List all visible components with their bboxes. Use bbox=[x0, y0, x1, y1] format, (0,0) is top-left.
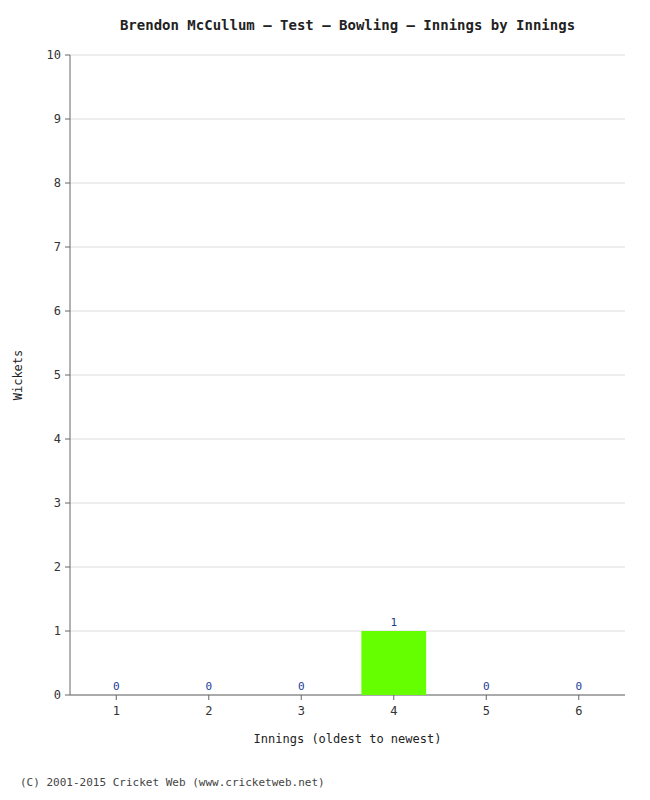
y-tick-label: 4 bbox=[54, 432, 61, 446]
x-axis-label: Innings (oldest to newest) bbox=[254, 732, 442, 746]
grid-line bbox=[70, 503, 625, 504]
x-tick bbox=[208, 695, 209, 700]
bar bbox=[84, 695, 149, 696]
y-tick-label: 9 bbox=[54, 112, 61, 126]
bar bbox=[361, 631, 426, 695]
y-tick bbox=[65, 567, 70, 568]
chart: 012345678910123456000100Brendon McCullum… bbox=[0, 0, 650, 800]
y-tick bbox=[65, 503, 70, 504]
footer: (C) 2001-2015 Cricket Web (www.cricketwe… bbox=[20, 776, 325, 789]
x-tick bbox=[393, 695, 394, 700]
y-tick-label: 3 bbox=[54, 496, 61, 510]
x-tick-label: 6 bbox=[575, 704, 582, 718]
x-tick-label: 2 bbox=[205, 704, 212, 718]
axes: 012345678910123456 bbox=[47, 48, 625, 719]
y-axis-label: Wickets bbox=[11, 350, 25, 401]
y-tick bbox=[65, 119, 70, 120]
grid-line bbox=[70, 183, 625, 184]
x-axis-line bbox=[70, 695, 625, 696]
grid-line bbox=[70, 695, 625, 696]
grid-line bbox=[70, 567, 625, 568]
y-tick-label: 2 bbox=[54, 560, 61, 574]
grid-line bbox=[70, 375, 625, 376]
bar bbox=[176, 695, 241, 696]
y-tick-label: 5 bbox=[54, 368, 61, 382]
y-tick-label: 8 bbox=[54, 176, 61, 190]
data-label: 0 bbox=[205, 680, 212, 693]
grid-line bbox=[70, 311, 625, 312]
chart-container: 012345678910123456000100Brendon McCullum… bbox=[0, 0, 650, 800]
data-labels: 0 0 0 1 0 0 bbox=[113, 616, 582, 693]
data-label: 0 bbox=[298, 680, 305, 693]
y-tick-label: 0 bbox=[54, 688, 61, 702]
y-tick bbox=[65, 439, 70, 440]
y-tick-label: 1 bbox=[54, 624, 61, 638]
x-tick bbox=[486, 695, 487, 700]
y-tick bbox=[65, 375, 70, 376]
data-label: 0 bbox=[483, 680, 490, 693]
y-tick bbox=[65, 311, 70, 312]
grid-line bbox=[70, 439, 625, 440]
x-tick bbox=[116, 695, 117, 700]
data-label: 0 bbox=[113, 680, 120, 693]
x-tick bbox=[301, 695, 302, 700]
y-tick bbox=[65, 695, 70, 696]
grid-line bbox=[70, 247, 625, 248]
y-tick-label: 6 bbox=[54, 304, 61, 318]
y-tick-label: 7 bbox=[54, 240, 61, 254]
y-tick-label: 10 bbox=[47, 48, 61, 62]
y-tick bbox=[65, 55, 70, 56]
y-axis-line bbox=[70, 55, 71, 695]
x-tick-label: 3 bbox=[298, 704, 305, 718]
y-tick bbox=[65, 631, 70, 632]
y-tick bbox=[65, 247, 70, 248]
grid-line bbox=[70, 55, 625, 56]
x-tick-label: 4 bbox=[390, 704, 397, 718]
bar bbox=[454, 695, 519, 696]
bars bbox=[361, 631, 426, 695]
title: Brendon McCullum – Test – Bowling – Inni… bbox=[120, 17, 575, 33]
data-label: 1 bbox=[390, 616, 397, 629]
x-tick-label: 1 bbox=[113, 704, 120, 718]
x-tick-label: 5 bbox=[483, 704, 490, 718]
bar bbox=[546, 695, 611, 696]
y-tick bbox=[65, 183, 70, 184]
x-tick bbox=[578, 695, 579, 700]
data-label: 0 bbox=[575, 680, 582, 693]
grid-line bbox=[70, 631, 625, 632]
bar bbox=[269, 695, 334, 696]
grid-line bbox=[70, 119, 625, 120]
